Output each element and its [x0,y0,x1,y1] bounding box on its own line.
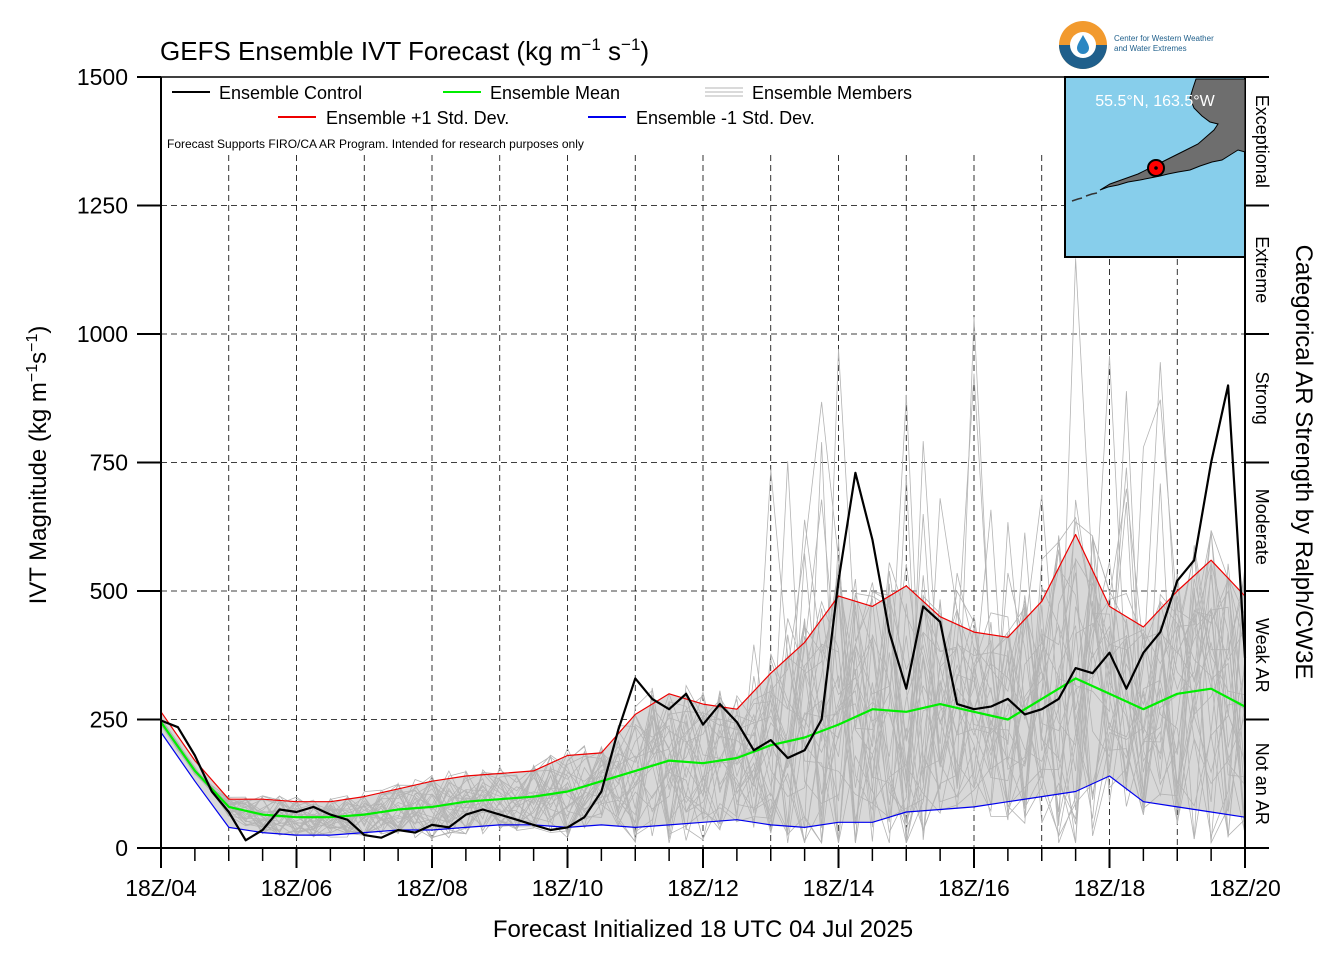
member-line [160,401,1246,843]
legend: Ensemble Control Ensemble Mean Ensemble … [167,83,912,151]
location-inset-map: 55.5°N, 163.5°W [1064,76,1246,258]
grid [161,155,1245,848]
y-tick-label: 500 [90,578,128,604]
spread-band [161,534,1245,836]
series-line-ensemble-1-std-dev [160,732,1246,836]
x-tick-label: 18Z/04 [125,875,197,901]
series-line-ensemble-1-std-dev [160,533,1246,803]
legend-label-minus: Ensemble -1 Std. Dev. [636,108,815,128]
y-tick-label: 1000 [77,321,128,347]
member-line [160,391,1246,836]
y-tick-label: 250 [90,707,128,733]
member-line [160,441,1246,843]
logo-drop-icon [1077,35,1089,54]
legend-label-mean: Ensemble Mean [490,83,620,103]
member-line [160,557,1246,843]
series-line-ensemble-mean [160,677,1246,819]
category-label: Exceptional [1252,95,1272,188]
x-tick-label: 18Z/08 [396,875,468,901]
series-line-ensemble-control [160,384,1247,842]
member-line [160,483,1246,843]
logo-text-line-2: and Water Extremes [1114,44,1187,53]
member-line [160,568,1246,837]
category-axis-label: Categorical AR Strength by Ralph/CW3E [1290,245,1317,680]
inset-land-alaska [1099,78,1246,191]
member-line [160,499,1246,844]
inset-coordinates: 55.5°N, 163.5°W [1095,93,1215,110]
member-line [160,572,1246,840]
series-layer [160,384,1247,842]
disclaimer: Forecast Supports FIRO/CA AR Program. In… [167,137,584,151]
legend-label-members: Ensemble Members [752,83,912,103]
legend-label-plus: Ensemble +1 Std. Dev. [326,108,509,128]
member-line [160,355,1246,845]
x-tick-label: 18Z/16 [938,875,1010,901]
category-label: Extreme [1252,236,1272,303]
x-tick-label: 18Z/14 [803,875,875,901]
inset-land-islands [1071,192,1098,202]
category-label: Moderate [1252,489,1272,565]
x-axis-label: Forecast Initialized 18 UTC 04 Jul 2025 [493,916,913,943]
category-label: Strong [1252,372,1272,425]
x-tick-label: 18Z/18 [1074,875,1146,901]
legend-swatch-members [705,87,743,97]
member-line [160,502,1246,838]
y-tick-label: 1250 [77,193,128,219]
tick-labels: 0 250 500 750 1000 1250 1500 18Z/04 18Z/06 18Z/08… [77,64,1281,901]
y-axis-label: IVT Magnitude (kg m−1s−1) [24,326,52,605]
x-tick-label: 18Z/10 [532,875,604,901]
member-line [160,316,1246,843]
category-label: Not an AR [1252,743,1272,825]
member-line [160,469,1246,842]
y-tick-label: 1500 [77,64,128,90]
x-tick-label: 18Z/20 [1209,875,1281,901]
member-line [160,494,1246,845]
y-tick-label: 750 [90,450,128,476]
chart-title: GEFS Ensemble IVT Forecast (kg m−1 s−1) [160,35,649,66]
legend-label-control: Ensemble Control [219,83,362,103]
y-tick-label: 0 [115,835,128,861]
category-label: Weak AR [1252,618,1272,693]
x-tick-label: 18Z/06 [261,875,333,901]
x-tick-label: 18Z/12 [667,875,739,901]
logo-text-line-1: Center for Western Weather [1114,34,1214,43]
member-line [160,394,1246,836]
location-marker-dot [1154,166,1158,170]
cw3e-logo: Center for Western Weather and Water Ext… [1059,21,1214,69]
